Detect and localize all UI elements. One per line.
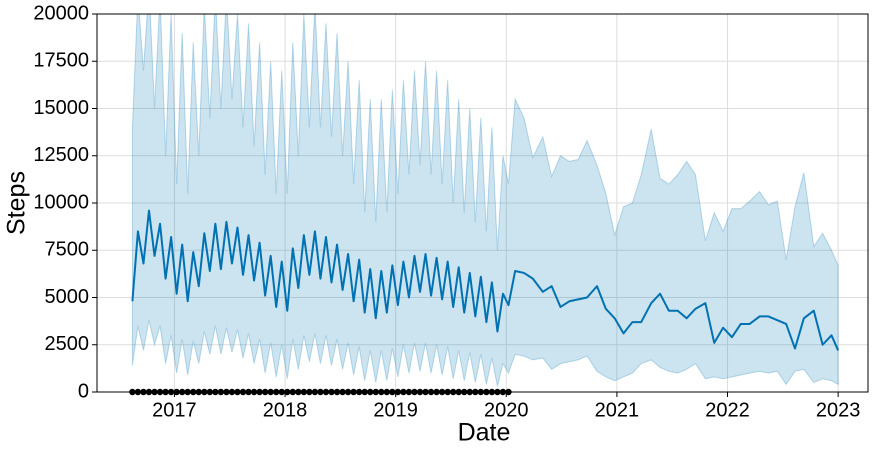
x-tick-label: 2018 [263, 399, 308, 421]
observed-point [289, 388, 296, 396]
y-tick-label: 12500 [33, 144, 89, 166]
observed-point [278, 388, 285, 396]
observed-point [333, 388, 341, 396]
observed-point [201, 388, 208, 396]
observed-point [322, 388, 330, 396]
observed-point [499, 388, 507, 396]
observed-point [344, 388, 352, 396]
observed-point [239, 388, 247, 396]
observed-point [151, 388, 158, 396]
observed-point [317, 388, 324, 396]
observed-point [217, 388, 225, 396]
observed-point [422, 388, 429, 396]
observed-point [250, 388, 258, 396]
observed-point [190, 388, 197, 396]
x-tick-label: 2020 [484, 399, 529, 421]
observed-point [394, 388, 402, 396]
observed-point [284, 388, 291, 396]
observed-point [267, 388, 274, 396]
observed-point [477, 388, 485, 396]
observed-point [295, 388, 302, 396]
observed-point [350, 388, 357, 396]
y-tick-label: 17500 [33, 50, 89, 72]
observed-point [173, 388, 180, 396]
observed-point [162, 388, 169, 396]
observed-point [427, 388, 435, 396]
observed-point [389, 388, 396, 396]
observed-point [488, 388, 496, 396]
y-tick-label: 5000 [45, 286, 90, 308]
observed-point [256, 388, 263, 396]
observed-point [461, 388, 468, 396]
observed-point [367, 388, 374, 396]
observed-point [195, 388, 202, 396]
observed-point [444, 388, 451, 396]
observed-point [466, 388, 473, 396]
y-tick-label: 0 [78, 380, 89, 402]
observed-point [411, 388, 418, 396]
observed-point [400, 388, 407, 396]
x-axis-label: Date [458, 419, 511, 447]
observed-point [134, 388, 142, 396]
x-tick-label: 2019 [373, 399, 418, 421]
observed-point [405, 388, 413, 396]
observed-point [212, 388, 219, 396]
uncertainty-band [131, 14, 839, 387]
observed-point [129, 388, 136, 396]
observed-point [140, 388, 147, 396]
ticks: 0 2500 5000 7500 10000 12500 15000 17500 20000 20… [33, 2, 860, 421]
observed-point [206, 388, 214, 396]
grid [97, 13, 868, 393]
observed-point [167, 388, 175, 396]
observed-point [483, 388, 490, 396]
observed-point [372, 388, 379, 396]
observed-point [438, 388, 446, 396]
observed-point [472, 388, 479, 396]
y-tick-label: 2500 [45, 333, 90, 355]
observed-point [178, 388, 186, 396]
observed-point [455, 388, 462, 396]
plot-area [131, 14, 840, 387]
observed-point [306, 388, 313, 396]
observed-point [494, 388, 501, 396]
forecast-line [131, 209, 840, 351]
observed-point [378, 388, 385, 396]
observed-point [300, 388, 308, 396]
x-tick-label: 2017 [152, 399, 197, 421]
observed-point [261, 388, 269, 396]
observed-point [505, 388, 512, 396]
observed-point [245, 388, 252, 396]
observed-point [156, 388, 164, 396]
x-tick-label: 2021 [595, 399, 640, 421]
observed-point [184, 388, 191, 396]
y-tick-label: 10000 [33, 191, 89, 213]
x-tick-label: 2023 [816, 399, 861, 421]
observed-point [383, 388, 391, 396]
observed-point [355, 388, 363, 396]
y-tick-label: 7500 [45, 239, 90, 261]
observed-point [145, 388, 153, 396]
observed-point [339, 388, 346, 396]
observed-point [449, 388, 457, 396]
observed-point [223, 388, 230, 396]
observed-point [328, 388, 335, 396]
observed-point [272, 388, 280, 396]
observed-point [416, 388, 424, 396]
y-tick-label: 20000 [33, 2, 89, 24]
x-tick-label: 2022 [705, 399, 750, 421]
observed-point [433, 388, 440, 396]
observed-point [228, 388, 236, 396]
observed-point [234, 388, 241, 396]
y-axis-label: Steps [3, 171, 31, 235]
observed-point [311, 388, 319, 396]
observed-point [361, 388, 368, 396]
y-tick-label: 15000 [33, 97, 89, 119]
